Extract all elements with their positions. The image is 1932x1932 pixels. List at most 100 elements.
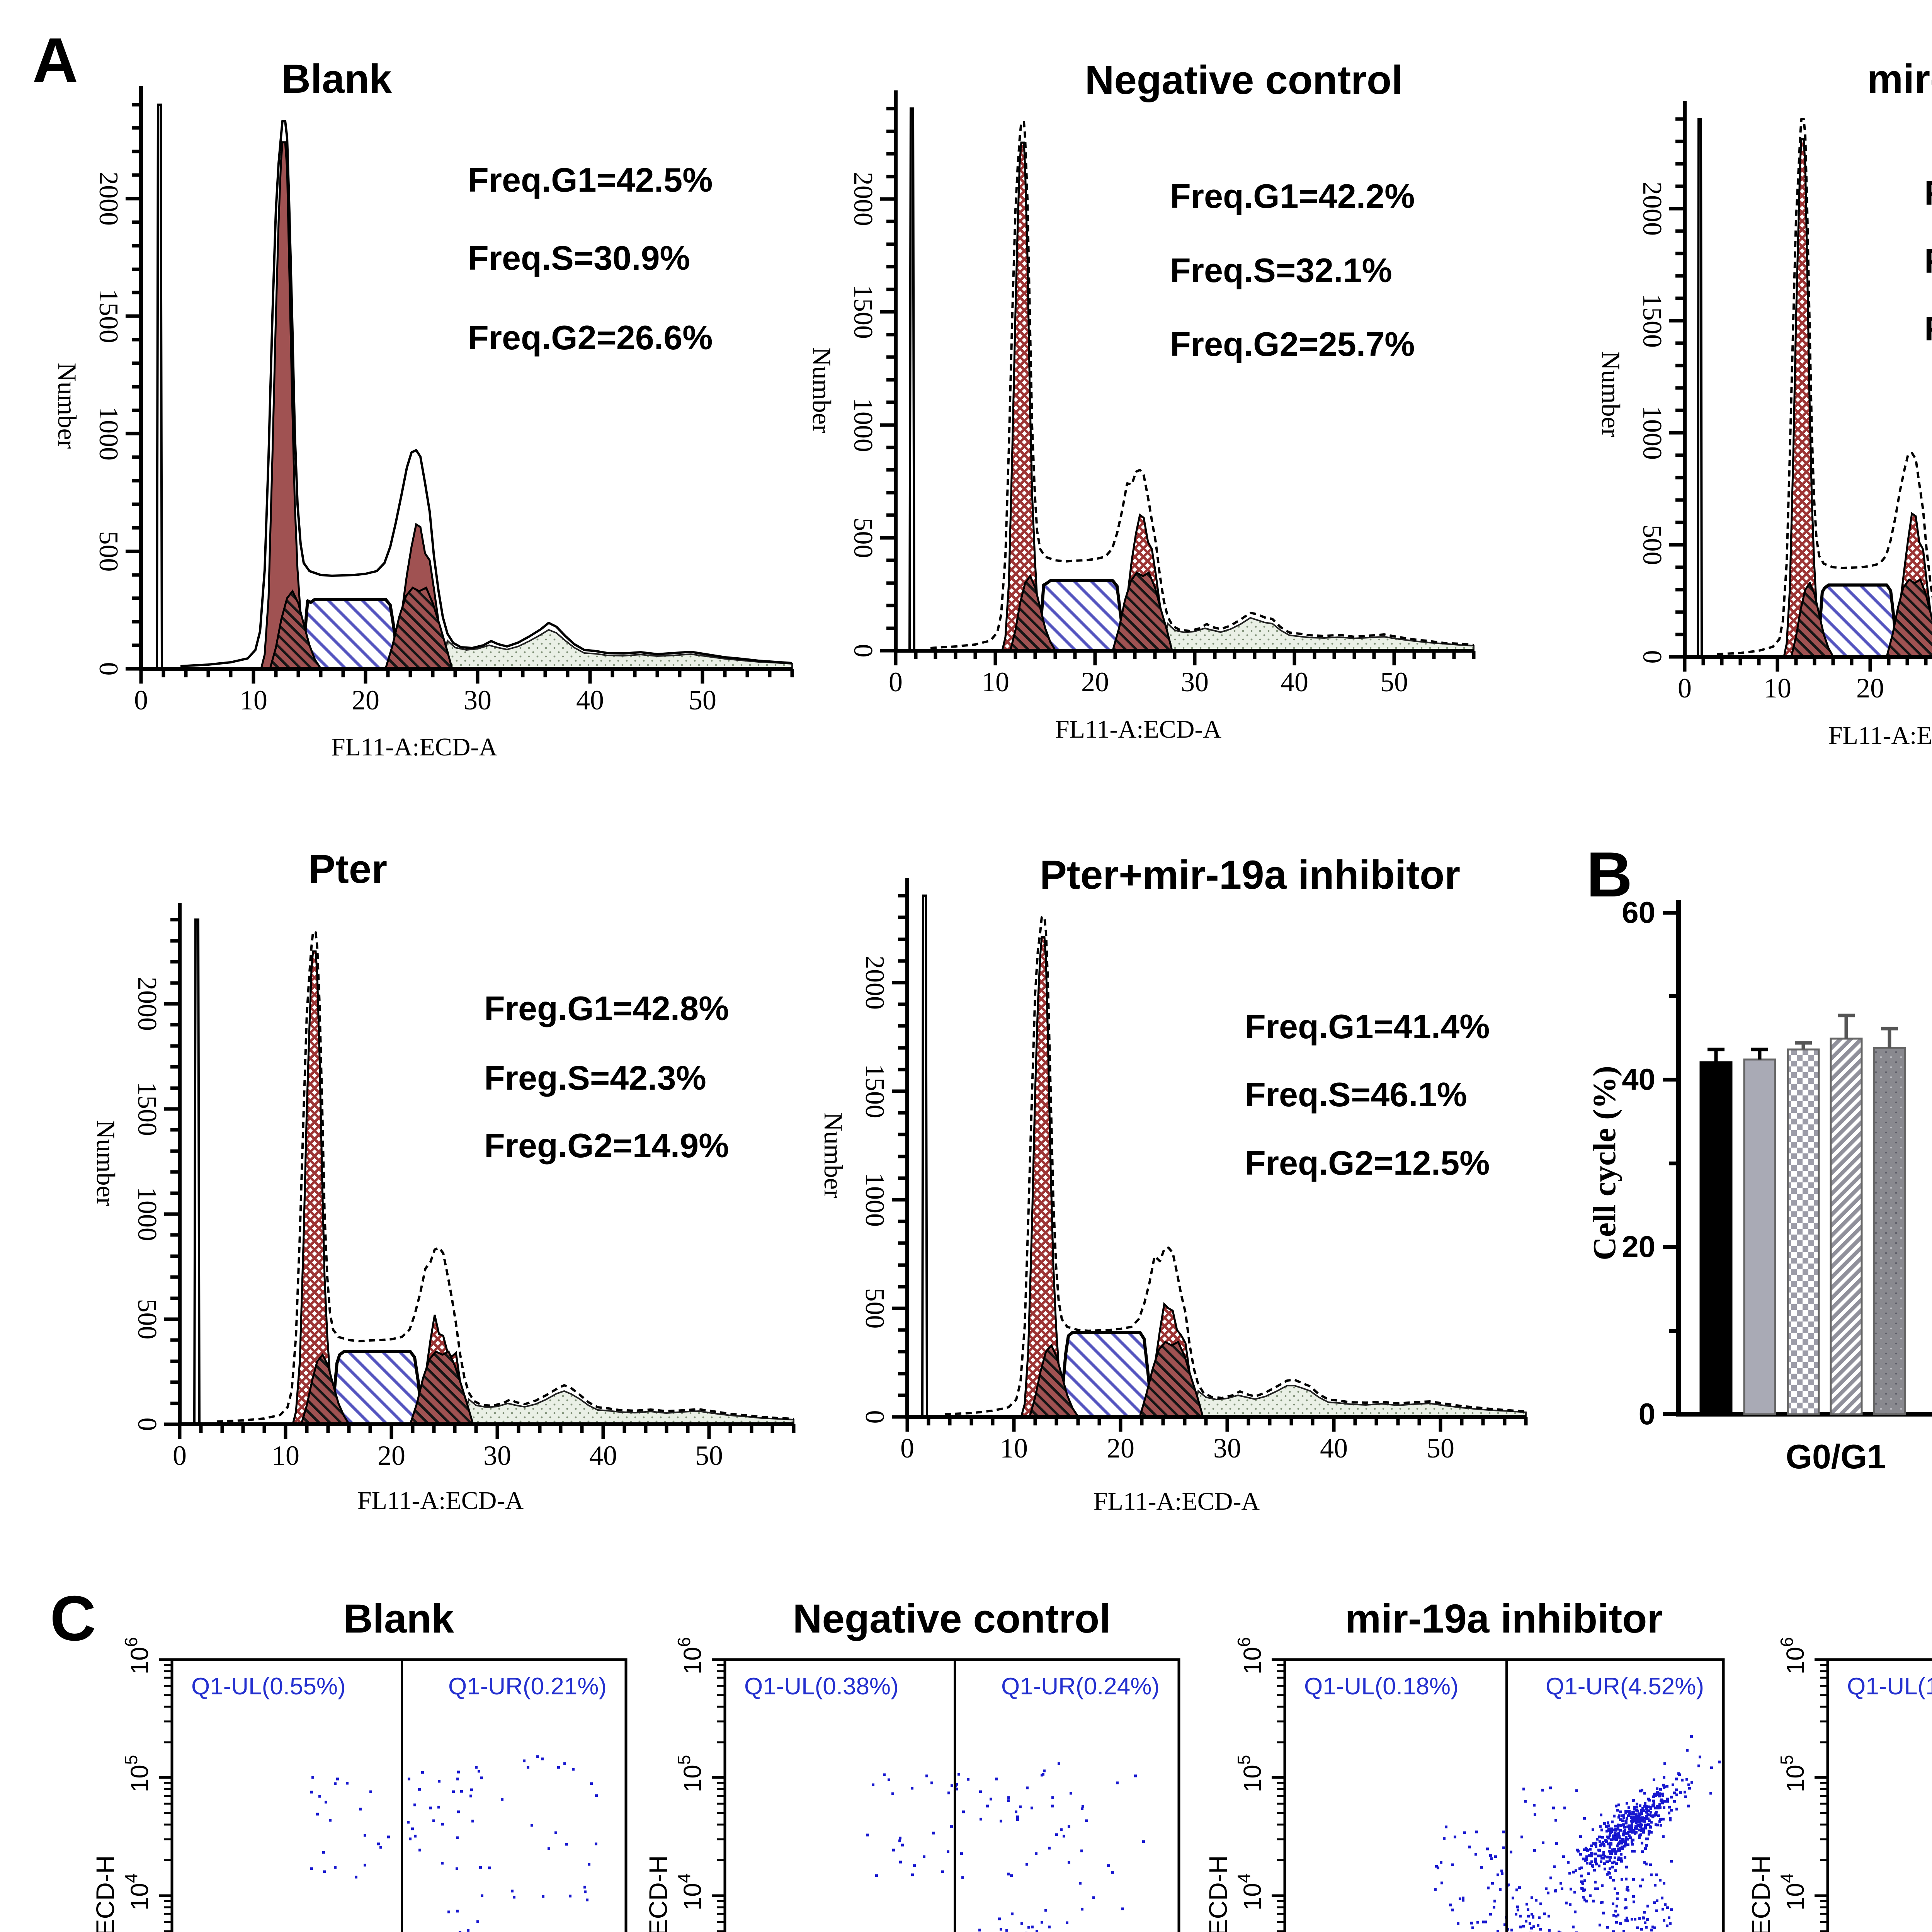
svg-text:Freq.G1=41.4%: Freq.G1=41.4% bbox=[1245, 1007, 1490, 1046]
svg-text:30: 30 bbox=[1181, 667, 1209, 697]
svg-text:Pter+mir-19a inhibitor: Pter+mir-19a inhibitor bbox=[1040, 852, 1460, 898]
svg-text:40: 40 bbox=[1622, 1062, 1655, 1096]
svg-text:0: 0 bbox=[860, 1410, 889, 1424]
svg-text:0: 0 bbox=[1639, 1397, 1655, 1431]
svg-text:Cell cycle (%): Cell cycle (%) bbox=[1587, 1066, 1622, 1260]
svg-text:0: 0 bbox=[1637, 650, 1667, 664]
svg-text:20: 20 bbox=[1081, 667, 1109, 697]
svg-text:Freg.S=42.3%: Freg.S=42.3% bbox=[484, 1059, 706, 1097]
svg-text:0: 0 bbox=[848, 644, 878, 658]
svg-text:1500: 1500 bbox=[860, 1064, 889, 1118]
svg-text:10: 10 bbox=[272, 1440, 299, 1471]
svg-text:Freg.S=37.2%: Freg.S=37.2% bbox=[1924, 242, 1932, 280]
svg-text:104: 104 bbox=[121, 1873, 153, 1911]
svg-text:40: 40 bbox=[1281, 667, 1308, 697]
svg-text:30: 30 bbox=[483, 1440, 511, 1471]
svg-text:FL11-A:ECD-A: FL11-A:ECD-A bbox=[1094, 1487, 1260, 1515]
svg-text:1500: 1500 bbox=[94, 289, 123, 343]
svg-text:20: 20 bbox=[352, 685, 379, 716]
svg-text:104: 104 bbox=[1777, 1873, 1809, 1911]
svg-text:Q1-UR(4.52%): Q1-UR(4.52%) bbox=[1546, 1673, 1704, 1700]
svg-text:Q1-UR(0.24%): Q1-UR(0.24%) bbox=[1001, 1673, 1160, 1700]
svg-text:mir-19a inhibitor: mir-19a inhibitor bbox=[1345, 1596, 1663, 1641]
svg-text:2000: 2000 bbox=[94, 172, 123, 226]
svg-text:10: 10 bbox=[240, 685, 267, 716]
svg-text:500: 500 bbox=[132, 1299, 162, 1340]
svg-text:Pter: Pter bbox=[308, 847, 387, 892]
svg-text:FL11-A:ECD-A: FL11-A:ECD-A bbox=[331, 733, 498, 761]
svg-text:2000: 2000 bbox=[848, 172, 878, 226]
svg-text:Q1-UL(0.18%): Q1-UL(0.18%) bbox=[1304, 1673, 1459, 1700]
svg-text:B: B bbox=[1586, 839, 1632, 910]
svg-text:Freq.G1=42.2%: Freq.G1=42.2% bbox=[1170, 177, 1415, 215]
svg-text:1500: 1500 bbox=[848, 285, 878, 339]
svg-text:0: 0 bbox=[173, 1440, 187, 1471]
svg-text:ECD-H: ECD-H bbox=[1204, 1855, 1232, 1932]
svg-text:0: 0 bbox=[94, 662, 123, 676]
svg-text:1500: 1500 bbox=[132, 1082, 162, 1136]
svg-text:2000: 2000 bbox=[1637, 182, 1667, 236]
svg-text:Q1-UL(0.38%): Q1-UL(0.38%) bbox=[744, 1673, 899, 1700]
svg-text:500: 500 bbox=[1637, 525, 1667, 565]
svg-text:1000: 1000 bbox=[132, 1187, 162, 1241]
svg-text:FL11-A:ECD-A: FL11-A:ECD-A bbox=[1828, 721, 1932, 750]
svg-text:0: 0 bbox=[134, 685, 148, 716]
svg-text:2000: 2000 bbox=[860, 956, 889, 1010]
svg-text:FL11-A:ECD-A: FL11-A:ECD-A bbox=[1055, 715, 1222, 743]
svg-text:G0/G1: G0/G1 bbox=[1786, 1437, 1886, 1476]
svg-text:50: 50 bbox=[695, 1440, 723, 1471]
svg-text:40: 40 bbox=[1320, 1433, 1348, 1464]
svg-text:A: A bbox=[32, 25, 78, 96]
svg-text:500: 500 bbox=[94, 531, 123, 572]
svg-text:1000: 1000 bbox=[848, 398, 878, 452]
svg-text:1500: 1500 bbox=[1637, 294, 1667, 348]
svg-text:Freg.G2=14.9%: Freg.G2=14.9% bbox=[484, 1126, 729, 1165]
svg-text:Freq.S=32.1%: Freq.S=32.1% bbox=[1170, 251, 1392, 289]
svg-text:ECD-H: ECD-H bbox=[91, 1855, 119, 1932]
svg-text:Freg.G2=19.7%: Freg.G2=19.7% bbox=[1924, 310, 1932, 348]
svg-text:C: C bbox=[50, 1583, 96, 1654]
svg-text:Number: Number bbox=[91, 1120, 121, 1206]
svg-text:Freq.G2=25.7%: Freq.G2=25.7% bbox=[1170, 325, 1415, 363]
svg-text:Freq.G1=42.5%: Freq.G1=42.5% bbox=[468, 161, 713, 199]
svg-text:0: 0 bbox=[889, 667, 903, 697]
svg-text:FL11-A:ECD-A: FL11-A:ECD-A bbox=[357, 1486, 524, 1515]
svg-text:Blank: Blank bbox=[344, 1596, 454, 1641]
svg-text:40: 40 bbox=[576, 685, 604, 716]
svg-text:500: 500 bbox=[848, 518, 878, 558]
svg-text:Freg.G1=43.1%: Freg.G1=43.1% bbox=[1924, 174, 1932, 212]
svg-text:ECD-H: ECD-H bbox=[644, 1855, 672, 1932]
svg-text:50: 50 bbox=[1427, 1433, 1454, 1464]
svg-text:20: 20 bbox=[1856, 673, 1884, 704]
svg-text:Blank: Blank bbox=[281, 56, 392, 102]
svg-text:50: 50 bbox=[1380, 667, 1408, 697]
svg-text:Number: Number bbox=[53, 363, 82, 449]
svg-text:0: 0 bbox=[1678, 673, 1692, 704]
svg-text:Q1-UL(1.42%): Q1-UL(1.42%) bbox=[1847, 1673, 1932, 1700]
svg-text:50: 50 bbox=[689, 685, 716, 716]
svg-text:Number: Number bbox=[819, 1112, 848, 1199]
svg-text:Freq.G2=12.5%: Freq.G2=12.5% bbox=[1245, 1144, 1490, 1182]
svg-text:Negative control: Negative control bbox=[793, 1596, 1111, 1641]
svg-text:Number: Number bbox=[1596, 351, 1626, 437]
svg-text:10: 10 bbox=[1764, 673, 1791, 704]
svg-text:2000: 2000 bbox=[132, 977, 162, 1031]
svg-text:1000: 1000 bbox=[94, 406, 123, 461]
svg-text:Freq.S=30.9%: Freq.S=30.9% bbox=[468, 239, 690, 277]
svg-text:0: 0 bbox=[900, 1433, 914, 1464]
svg-text:Q1-UL(0.55%): Q1-UL(0.55%) bbox=[191, 1673, 346, 1700]
svg-text:Freq.S=46.1%: Freq.S=46.1% bbox=[1245, 1075, 1467, 1114]
svg-text:30: 30 bbox=[1213, 1433, 1241, 1464]
svg-text:60: 60 bbox=[1622, 895, 1655, 929]
svg-text:1000: 1000 bbox=[1637, 406, 1667, 460]
svg-text:30: 30 bbox=[464, 685, 492, 716]
svg-text:Number: Number bbox=[807, 347, 837, 434]
svg-text:10: 10 bbox=[1000, 1433, 1028, 1464]
svg-text:20: 20 bbox=[1622, 1230, 1655, 1264]
svg-text:20: 20 bbox=[378, 1440, 405, 1471]
svg-text:0: 0 bbox=[132, 1418, 162, 1431]
svg-text:10: 10 bbox=[981, 667, 1009, 697]
svg-text:Q1-UR(0.21%): Q1-UR(0.21%) bbox=[448, 1673, 607, 1700]
svg-text:40: 40 bbox=[589, 1440, 617, 1471]
svg-text:1000: 1000 bbox=[860, 1173, 889, 1227]
